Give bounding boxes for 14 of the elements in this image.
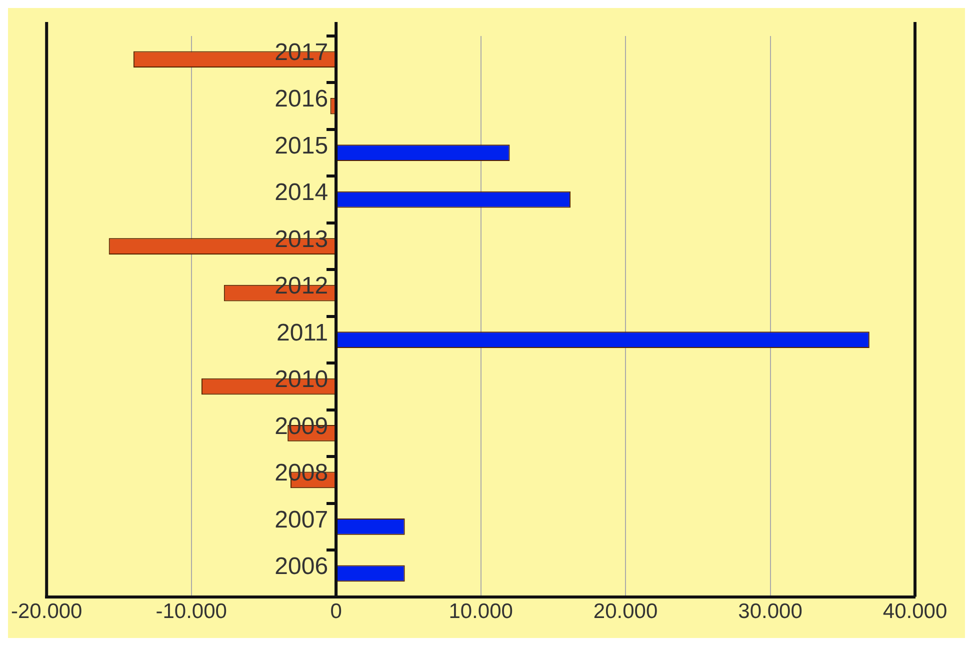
y-tick-label: 2015 xyxy=(274,132,328,160)
y-tick-label: 2011 xyxy=(276,319,328,346)
y-tick-label: 2016 xyxy=(274,86,328,113)
x-tick-label: 40.000 xyxy=(882,600,948,624)
x-tick-label: 20.000 xyxy=(593,600,658,624)
x-tick-label: 10.000 xyxy=(448,600,513,624)
x-tick-label: -10.000 xyxy=(156,600,227,624)
x-tick-label: 30.000 xyxy=(738,600,802,624)
x-tick-label: -20.000 xyxy=(10,600,82,624)
x-tick-label: 0 xyxy=(330,600,342,624)
y-tick-label: 2007 xyxy=(274,506,328,534)
y-tick-label: 2014 xyxy=(274,179,328,206)
y-tick-label: 2009 xyxy=(274,412,328,440)
y-tick-label: 2006 xyxy=(274,553,328,580)
